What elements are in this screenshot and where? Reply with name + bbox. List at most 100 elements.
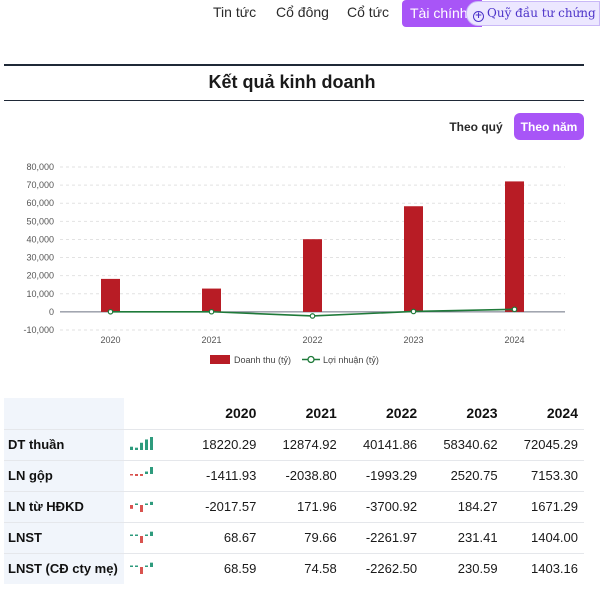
table-cell: -2262.50 bbox=[342, 552, 424, 584]
sparkline-bar bbox=[150, 562, 153, 568]
nav-tai-chinh-label: Tài chính bbox=[410, 5, 468, 21]
table-cell: 231.41 bbox=[423, 521, 504, 553]
toggle-year[interactable]: Theo năm bbox=[514, 113, 584, 140]
table-cell: 74.58 bbox=[262, 552, 343, 584]
table-cell: -1993.29 bbox=[342, 459, 424, 491]
sparkline-bar bbox=[135, 565, 138, 568]
sparkline-bar bbox=[145, 565, 148, 568]
sparkline-bar bbox=[135, 503, 138, 505]
x-tick-label: 2023 bbox=[403, 335, 423, 345]
business-results-chart: 80,000 70,000 60,000 50,000 40,000 30,000 20,0… bbox=[23, 162, 565, 365]
table-cell: -2038.80 bbox=[262, 459, 343, 491]
sparkline-icon bbox=[130, 501, 153, 512]
y-tick-label: -10,000 bbox=[23, 325, 54, 335]
sparkline-bar bbox=[150, 501, 153, 505]
top-nav: Tin tức Cổ đông Cổ tức Tài chính + Quỹ đầ… bbox=[0, 0, 600, 28]
section-title: Kết quả kinh doanh bbox=[208, 72, 376, 92]
table-cell: -2017.57 bbox=[182, 490, 263, 522]
table-row: LN gộp -1411.93 -2038.80 -1993.29 2520.75 715… bbox=[4, 459, 584, 491]
fund-chip-label: Quỹ đầu tư chứng khoán bbox=[487, 6, 599, 20]
table-cell: 1404.00 bbox=[503, 521, 584, 553]
table-cell: 72045.29 bbox=[503, 428, 584, 460]
y-tick-label: 80,000 bbox=[26, 162, 54, 172]
table-header-row: 2020 2021 2022 2023 2024 bbox=[4, 398, 584, 429]
sparkline-icon bbox=[130, 562, 153, 575]
sparkline-bar bbox=[145, 439, 148, 450]
sparkline-icon bbox=[130, 467, 153, 476]
table-cell: 2520.75 bbox=[423, 459, 504, 491]
sparkline-cell bbox=[124, 459, 182, 491]
title-rule-bottom bbox=[4, 100, 584, 101]
y-tick-label: 40,000 bbox=[26, 234, 54, 244]
nav-co-dong[interactable]: Cổ đông bbox=[276, 4, 329, 20]
sparkline-bar bbox=[140, 505, 143, 512]
table-row: LNST (CĐ cty mẹ) 68.59 74.58 -2262.50 230.59… bbox=[4, 552, 584, 584]
y-tick-label: 10,000 bbox=[26, 289, 54, 299]
table-cell: 171.96 bbox=[262, 490, 343, 522]
y-tick-label: 60,000 bbox=[26, 198, 54, 208]
table-row: LN từ HĐKD -2017.57 171.96 -3700.92 184.27 16… bbox=[4, 490, 584, 522]
table-cell: -1411.93 bbox=[182, 459, 263, 491]
title-rule-top bbox=[4, 64, 584, 66]
profit-point bbox=[208, 308, 215, 315]
table-cell: 68.59 bbox=[182, 552, 263, 584]
sparkline-cell bbox=[124, 490, 182, 522]
sparkline-bar bbox=[130, 534, 133, 536]
sparkline-bar bbox=[150, 437, 153, 450]
table-cell: 1671.29 bbox=[503, 490, 584, 522]
sparkline-bar bbox=[130, 446, 133, 450]
table-cell: 58340.62 bbox=[423, 428, 504, 460]
y-tick-label: 30,000 bbox=[26, 253, 54, 263]
table-cell: 230.59 bbox=[423, 552, 504, 584]
profit-point bbox=[309, 313, 316, 319]
sparkline-bar bbox=[140, 474, 143, 476]
table-header-spark bbox=[124, 398, 182, 429]
legend-marker-profit bbox=[307, 355, 315, 364]
sparkline-cell bbox=[124, 428, 182, 460]
row-label: LN từ HĐKD bbox=[4, 490, 124, 522]
sparkline-bar bbox=[135, 474, 138, 476]
year-header: 2021 bbox=[305, 405, 337, 422]
row-label: LNST bbox=[4, 521, 124, 553]
y-tick-label: 50,000 bbox=[26, 216, 54, 226]
row-label: LN gộp bbox=[4, 459, 124, 491]
table-cell: 79.66 bbox=[262, 521, 343, 553]
y-tick-label: 0 bbox=[49, 307, 54, 317]
legend-label-profit: Lợi nhuận (tỷ) bbox=[323, 355, 379, 365]
table-cell: -3700.92 bbox=[342, 490, 424, 522]
sparkline-icon bbox=[130, 531, 153, 543]
sparkline-bar bbox=[145, 503, 148, 505]
table-cell: 184.27 bbox=[423, 490, 504, 522]
revenue-bar bbox=[202, 288, 221, 312]
sparkline-bar bbox=[130, 474, 133, 476]
year-header: 2024 bbox=[546, 405, 578, 422]
x-tick-label: 2024 bbox=[504, 335, 524, 345]
x-tick-label: 2021 bbox=[201, 335, 221, 345]
table-row: DT thuần 18220.29 12874.92 40141.86 58340.62… bbox=[4, 428, 584, 460]
sparkline-bar bbox=[135, 534, 138, 536]
fund-chip[interactable]: +Quỹ đầu tư chứng khoán bbox=[466, 1, 600, 26]
revenue-bar bbox=[101, 278, 120, 312]
revenue-bar bbox=[303, 239, 322, 312]
sparkline-bar bbox=[135, 447, 138, 450]
sparkline-bar bbox=[150, 467, 153, 474]
table-row: LNST 68.67 79.66 -2261.97 231.41 1404.00 bbox=[4, 521, 584, 553]
year-header: 2020 bbox=[225, 405, 257, 422]
table-cell: 68.67 bbox=[182, 521, 263, 553]
sparkline-bar bbox=[130, 505, 133, 509]
toggle-quarter[interactable]: Theo quý bbox=[449, 120, 503, 134]
table-header-blank bbox=[4, 398, 124, 429]
year-header: 2023 bbox=[466, 405, 498, 422]
sparkline-icon bbox=[130, 437, 153, 450]
x-tick-label: 2022 bbox=[302, 335, 322, 345]
financial-table: 2020 2021 2022 2023 2024 DT thuần 18220.2… bbox=[4, 398, 584, 584]
sparkline-bar bbox=[140, 442, 143, 450]
profit-point bbox=[511, 306, 518, 313]
sparkline-bar bbox=[145, 534, 148, 536]
nav-co-tuc[interactable]: Cổ tức bbox=[347, 4, 390, 20]
nav-tin-tuc[interactable]: Tin tức bbox=[213, 4, 257, 20]
x-tick-label: 2020 bbox=[100, 335, 120, 345]
table-cell: 12874.92 bbox=[262, 428, 343, 460]
plus-circle-icon: + bbox=[473, 11, 484, 22]
table-cell: 7153.30 bbox=[503, 459, 584, 491]
